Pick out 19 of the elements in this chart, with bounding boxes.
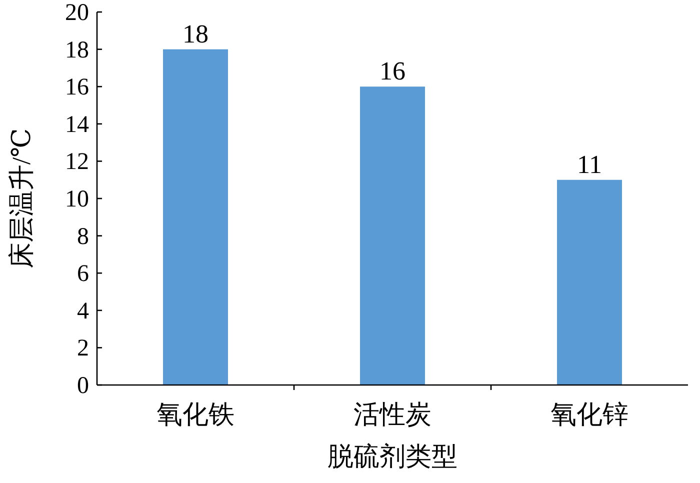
x-tick-label: 活性炭 [354, 400, 432, 429]
y-tick-label: 4 [77, 298, 89, 324]
y-tick-label: 16 [65, 74, 89, 101]
y-tick-label: 6 [77, 261, 89, 288]
y-tick-label: 20 [65, 0, 89, 26]
y-tick-label: 0 [77, 373, 89, 399]
y-tick-label: 2 [77, 336, 89, 362]
y-axis-title: 床层温升/℃ [7, 128, 36, 269]
x-axis-title: 脱硫剂类型 [328, 442, 458, 471]
y-tick-label: 18 [65, 37, 89, 64]
data-label: 11 [576, 150, 602, 179]
x-tick-label: 氧化铁 [156, 400, 234, 429]
y-tick-label: 14 [65, 112, 89, 138]
y-tick-label: 8 [77, 224, 89, 250]
x-tick-label: 氧化锌 [550, 400, 628, 429]
data-label: 18 [182, 19, 208, 48]
y-tick-label: 12 [65, 149, 89, 176]
data-label: 16 [380, 56, 406, 86]
y-tick-label: 10 [65, 186, 89, 212]
